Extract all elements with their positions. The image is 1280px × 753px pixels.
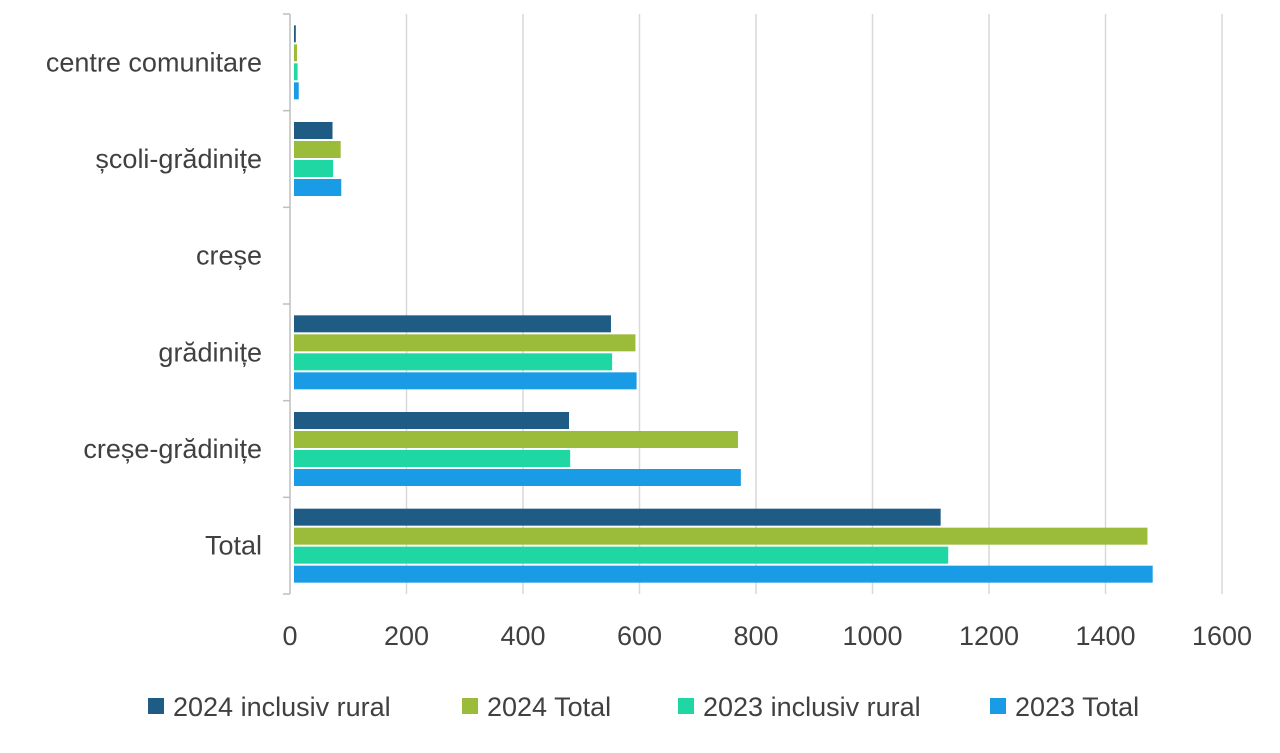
category-label: centre comunitare [46, 47, 262, 77]
legend-swatch [462, 698, 478, 714]
category-label: creșe [196, 241, 262, 271]
legend-label: 2024 Total [487, 692, 611, 722]
category-label: Total [205, 531, 262, 561]
x-tick-label: 1000 [842, 621, 902, 651]
bar-0-4 [294, 122, 333, 139]
legend-label: 2023 inclusiv rural [703, 692, 921, 722]
category-label: grădinițe [158, 337, 262, 367]
category-axis [283, 13, 291, 595]
bar-2-0 [294, 546, 949, 564]
gridlines [405, 14, 1223, 594]
x-tick-label: 400 [500, 621, 545, 651]
bar-2-2 [294, 353, 613, 371]
bar-3-2 [294, 372, 637, 390]
bar-2-4 [294, 160, 334, 177]
bar-2-1 [294, 450, 571, 467]
bar-1-1 [294, 431, 738, 448]
bar-1-5 [294, 44, 297, 62]
bar-1-4 [294, 141, 341, 158]
bar-0-1 [294, 412, 570, 429]
legend-label: 2024 inclusiv rural [173, 692, 391, 722]
bar-0-5 [294, 25, 296, 43]
x-tick-label: 1400 [1075, 621, 1135, 651]
legend-swatch [148, 698, 164, 714]
x-tick-label: 0 [282, 621, 297, 651]
x-tick-label: 800 [733, 621, 778, 651]
x-tick-label: 1600 [1192, 621, 1252, 651]
bars [294, 25, 1153, 583]
bar-0-0 [294, 508, 941, 526]
bar-3-0 [294, 565, 1153, 583]
bar-2-5 [294, 63, 298, 81]
x-tick-labels: 0 200 400 600 800 1000 1200 1400 1600 [282, 621, 1252, 651]
legend-label: 2023 Total [1015, 692, 1139, 722]
bar-0-2 [294, 315, 611, 333]
category-labels: Total creșe-grădinițe grădinițe creșe școli-… [46, 47, 262, 560]
category-label: creșe-grădinițe [83, 434, 262, 464]
legend-swatch [678, 698, 694, 714]
bar-3-5 [294, 82, 299, 100]
x-tick-label: 600 [617, 621, 662, 651]
legend-swatch [990, 698, 1006, 714]
x-tick-label: 1200 [959, 621, 1019, 651]
bar-3-1 [294, 469, 741, 486]
bar-1-0 [294, 527, 1148, 545]
bar-1-2 [294, 334, 636, 352]
bar-3-4 [294, 179, 342, 196]
x-tick-label: 200 [384, 621, 429, 651]
category-label: școli-grădinițe [95, 144, 262, 174]
legend: 2024 inclusiv rural 2024 Total 2023 inclus… [148, 692, 1139, 722]
